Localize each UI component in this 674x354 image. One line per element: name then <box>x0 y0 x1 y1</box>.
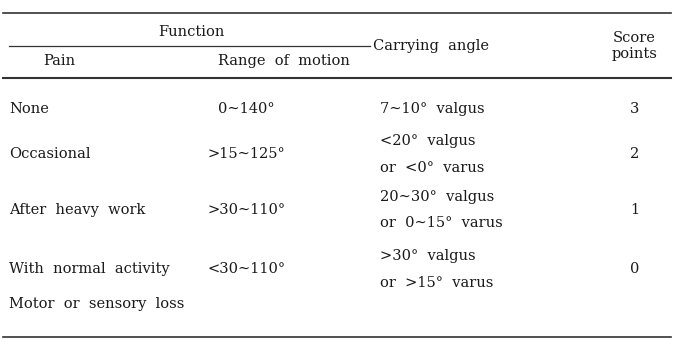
Text: None: None <box>9 102 49 116</box>
Text: or  0∼15°  varus: or 0∼15° varus <box>380 216 503 230</box>
Text: Carrying  angle: Carrying angle <box>373 39 489 53</box>
Text: With  normal  activity: With normal activity <box>9 262 170 276</box>
Text: 2: 2 <box>630 147 639 161</box>
Text: After  heavy  work: After heavy work <box>9 203 146 217</box>
Text: Pain: Pain <box>44 54 75 68</box>
Text: or  <0°  varus: or <0° varus <box>380 161 485 175</box>
Text: Motor  or  sensory  loss: Motor or sensory loss <box>9 297 185 311</box>
Text: Occasional: Occasional <box>9 147 91 161</box>
Text: >30∼110°: >30∼110° <box>208 203 286 217</box>
Text: 3: 3 <box>630 102 639 116</box>
Text: <20°  valgus: <20° valgus <box>380 134 476 148</box>
Text: Function: Function <box>158 25 225 39</box>
Text: >30°  valgus: >30° valgus <box>380 249 476 263</box>
Text: 7∼10°  valgus: 7∼10° valgus <box>380 102 485 116</box>
Text: Score
points: Score points <box>611 31 657 62</box>
Text: 0: 0 <box>630 262 639 276</box>
Text: >15∼125°: >15∼125° <box>208 147 286 161</box>
Text: 0∼140°: 0∼140° <box>218 102 275 116</box>
Text: 1: 1 <box>630 203 639 217</box>
Text: 20∼30°  valgus: 20∼30° valgus <box>380 190 495 204</box>
Text: or  >15°  varus: or >15° varus <box>380 275 494 290</box>
Text: <30∼110°: <30∼110° <box>208 262 286 276</box>
Text: Range  of  motion: Range of motion <box>218 54 349 68</box>
